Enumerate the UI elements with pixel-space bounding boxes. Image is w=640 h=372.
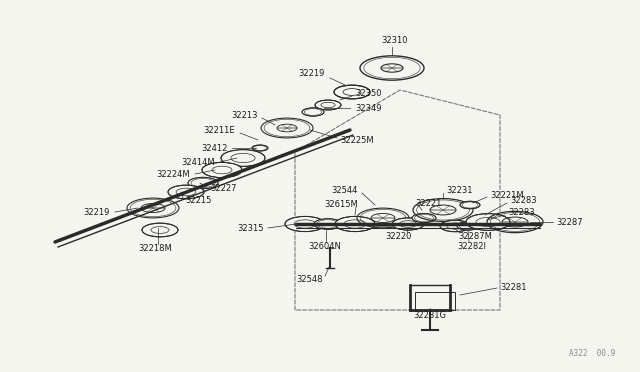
Ellipse shape <box>142 223 178 237</box>
Text: 32287M: 32287M <box>458 231 492 241</box>
Text: 32218M: 32218M <box>138 244 172 253</box>
Text: 32225M: 32225M <box>340 135 374 144</box>
Ellipse shape <box>258 117 316 139</box>
Text: 32213: 32213 <box>232 110 258 119</box>
Text: 32220: 32220 <box>385 231 411 241</box>
Ellipse shape <box>412 214 436 222</box>
Ellipse shape <box>466 214 510 230</box>
Text: 32221M: 32221M <box>490 190 524 199</box>
Ellipse shape <box>334 85 370 99</box>
Text: 32315: 32315 <box>237 224 264 232</box>
Text: 32221: 32221 <box>415 199 442 208</box>
Ellipse shape <box>484 210 546 234</box>
Ellipse shape <box>357 55 427 81</box>
Text: 32227: 32227 <box>210 183 237 192</box>
Text: A322  00.9: A322 00.9 <box>569 349 615 358</box>
Text: 32211E: 32211E <box>204 125 235 135</box>
Text: 32412: 32412 <box>202 144 228 153</box>
Text: 32224M: 32224M <box>156 170 190 179</box>
Ellipse shape <box>202 163 242 177</box>
Text: 32604N: 32604N <box>308 241 341 250</box>
Ellipse shape <box>124 197 182 219</box>
Text: 32350: 32350 <box>355 89 381 97</box>
Text: 32282I: 32282I <box>458 241 486 250</box>
Ellipse shape <box>354 207 412 229</box>
Text: 32548: 32548 <box>297 276 323 285</box>
Ellipse shape <box>285 217 325 232</box>
Ellipse shape <box>457 222 479 230</box>
Ellipse shape <box>302 108 324 116</box>
Bar <box>415 292 455 310</box>
Ellipse shape <box>168 185 204 199</box>
Ellipse shape <box>335 217 375 232</box>
Text: 32219: 32219 <box>299 68 325 77</box>
Text: 32283: 32283 <box>508 208 534 217</box>
Text: 32219: 32219 <box>84 208 110 217</box>
Ellipse shape <box>410 198 476 222</box>
Text: 32287: 32287 <box>556 218 582 227</box>
Text: 32310: 32310 <box>381 35 408 45</box>
Text: 32544: 32544 <box>332 186 358 195</box>
Ellipse shape <box>315 100 341 110</box>
Ellipse shape <box>221 150 265 166</box>
Text: 32615M: 32615M <box>324 199 358 208</box>
Ellipse shape <box>314 219 342 229</box>
Ellipse shape <box>392 218 424 230</box>
Text: 32281G: 32281G <box>413 311 447 320</box>
Ellipse shape <box>440 220 470 232</box>
Text: 32281: 32281 <box>500 283 527 292</box>
Text: 32349: 32349 <box>355 103 381 112</box>
Ellipse shape <box>252 145 268 151</box>
Ellipse shape <box>188 177 218 189</box>
Text: 32215: 32215 <box>185 196 211 205</box>
Text: 32231: 32231 <box>447 186 473 195</box>
Text: 32283: 32283 <box>510 196 536 205</box>
Ellipse shape <box>460 201 480 209</box>
Text: 32414M: 32414M <box>181 157 215 167</box>
